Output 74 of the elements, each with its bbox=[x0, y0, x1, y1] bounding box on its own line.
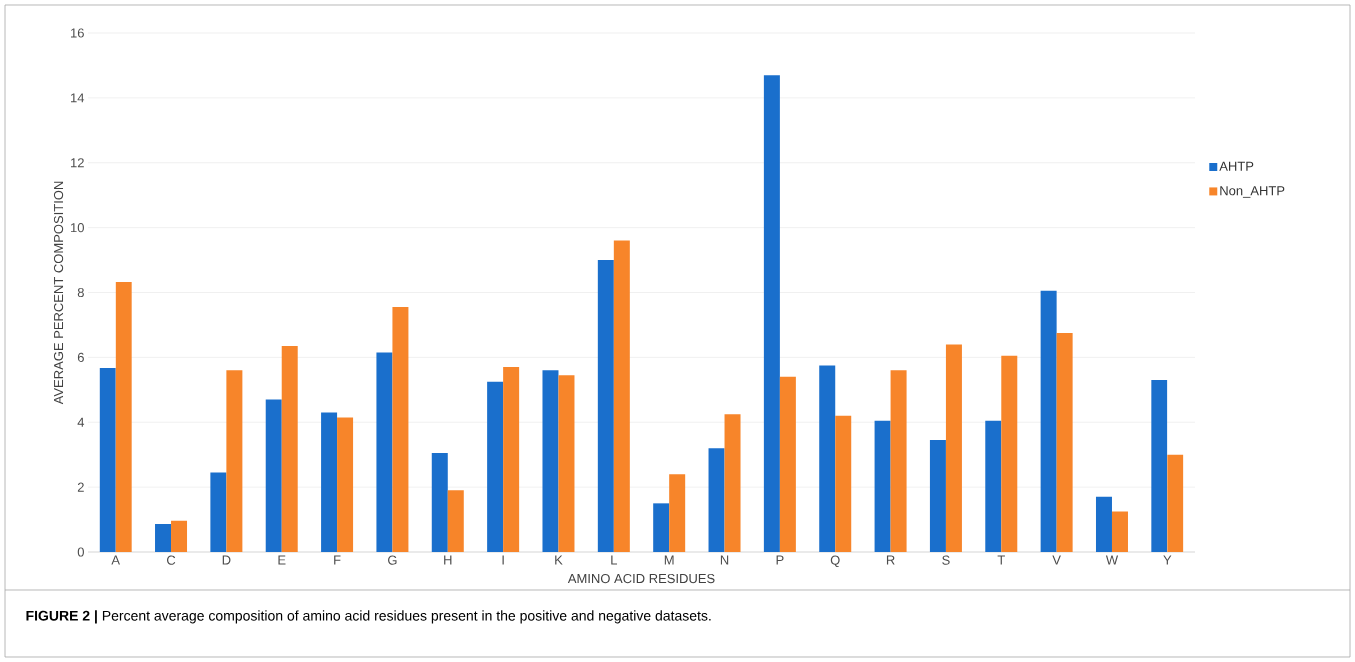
bar bbox=[945, 344, 962, 552]
bar bbox=[1151, 380, 1168, 552]
x-tick-label: G bbox=[388, 555, 397, 565]
bar bbox=[171, 520, 188, 552]
bar bbox=[558, 375, 575, 552]
x-tick-label: W bbox=[1105, 555, 1119, 565]
bar bbox=[653, 503, 670, 552]
y-tick-label: 8 bbox=[77, 287, 84, 298]
x-tick-label: M bbox=[664, 555, 674, 565]
bar bbox=[115, 282, 132, 552]
x-tick-label: V bbox=[1052, 555, 1061, 565]
y-tick-label: 14 bbox=[71, 93, 85, 103]
x-tick-label: P bbox=[776, 555, 784, 565]
bar bbox=[337, 417, 354, 552]
bar bbox=[724, 414, 741, 552]
x-axis-title: AMINO ACID RESIDUES bbox=[567, 573, 715, 584]
bar bbox=[226, 370, 243, 552]
bar bbox=[890, 370, 907, 552]
bar bbox=[487, 381, 504, 552]
bar bbox=[1056, 333, 1073, 552]
legend-label: AHTP bbox=[1219, 161, 1254, 171]
bar bbox=[597, 260, 614, 552]
x-tick-label: S bbox=[942, 555, 950, 565]
x-tick-label: T bbox=[997, 555, 1005, 565]
y-axis-title: AVERAGE PERCENT COMPOSITION bbox=[53, 181, 64, 405]
x-tick-label: C bbox=[166, 555, 176, 565]
y-tick-label: 12 bbox=[71, 158, 84, 168]
bar bbox=[819, 365, 836, 552]
x-tick-label: R bbox=[886, 555, 895, 565]
bar bbox=[985, 420, 1002, 552]
x-tick-label: K bbox=[555, 555, 563, 565]
bar bbox=[1167, 454, 1184, 552]
x-tick-label: Y bbox=[1163, 555, 1172, 565]
x-tick-label: H bbox=[444, 555, 452, 565]
bar bbox=[779, 376, 796, 552]
bar bbox=[392, 307, 409, 552]
bar bbox=[763, 75, 780, 552]
bar bbox=[155, 524, 172, 552]
x-tick-label: N bbox=[720, 555, 729, 565]
legend-label: Non_AHTP bbox=[1220, 186, 1285, 198]
bar bbox=[210, 472, 227, 552]
bar bbox=[1111, 511, 1128, 552]
bar bbox=[1095, 496, 1112, 552]
x-tick-label: I bbox=[502, 555, 504, 565]
x-tick-label: A bbox=[111, 555, 120, 565]
bar bbox=[1001, 355, 1018, 552]
bar bbox=[431, 453, 448, 552]
bar bbox=[929, 440, 946, 552]
bar bbox=[669, 474, 686, 552]
bar bbox=[265, 399, 282, 552]
bar bbox=[708, 448, 725, 552]
y-tick-label: 10 bbox=[71, 223, 84, 233]
bar bbox=[321, 412, 338, 552]
x-tick-label: L bbox=[611, 555, 618, 565]
x-tick-label: F bbox=[334, 555, 341, 565]
bar bbox=[542, 370, 559, 552]
text: FIGURE 2 | Percent average composition of amino acid residues present in the positive and negative datasets. bbox=[26, 610, 711, 624]
bar bbox=[613, 240, 630, 552]
y-tick-label: 16 bbox=[71, 28, 84, 38]
bar bbox=[835, 415, 852, 552]
x-tick-label: D bbox=[222, 555, 231, 565]
x-tick-label: Q bbox=[830, 555, 840, 568]
bar bbox=[376, 352, 393, 552]
x-tick-label: E bbox=[278, 555, 286, 565]
bar bbox=[99, 368, 116, 552]
y-tick-label: 0 bbox=[77, 547, 84, 557]
bar bbox=[874, 420, 891, 552]
y-tick-label: 6 bbox=[77, 352, 84, 362]
bar bbox=[281, 346, 298, 552]
bar bbox=[503, 367, 520, 552]
bar bbox=[1040, 290, 1057, 552]
bar bbox=[447, 490, 464, 552]
y-tick-label: 2 bbox=[77, 482, 84, 492]
y-tick-label: 4 bbox=[77, 417, 85, 427]
